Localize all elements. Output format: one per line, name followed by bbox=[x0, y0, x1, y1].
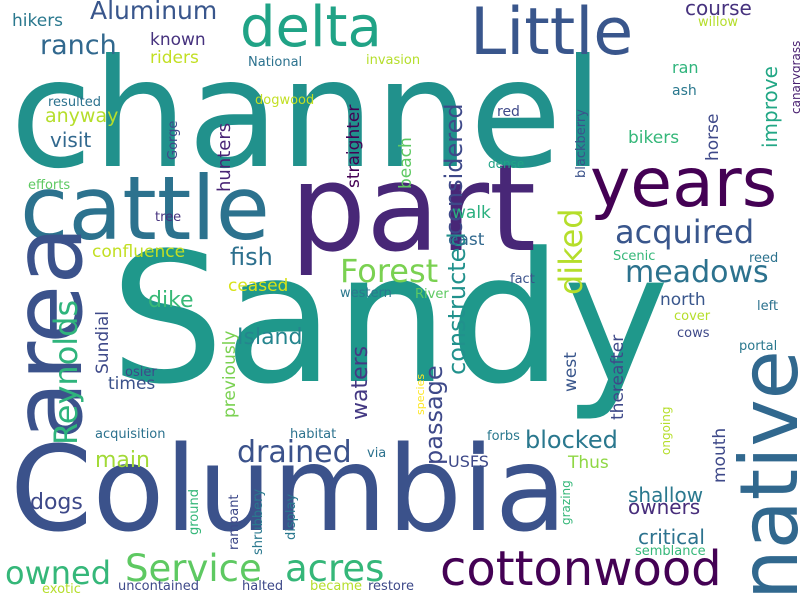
cloud-word: Columbia bbox=[10, 420, 568, 558]
cloud-word: exotic bbox=[42, 582, 81, 597]
cloud-word: thereafter bbox=[608, 334, 628, 420]
cloud-word: USFS bbox=[448, 452, 489, 471]
cloud-word: Little bbox=[470, 0, 634, 70]
cloud-word: owners bbox=[628, 495, 701, 519]
cloud-word: years bbox=[590, 144, 778, 223]
cloud-word: horse bbox=[703, 113, 723, 161]
cloud-word: efforts bbox=[28, 178, 71, 193]
cloud-word: beach bbox=[396, 137, 416, 189]
cloud-word: delta bbox=[240, 0, 382, 60]
cloud-word: habitat bbox=[290, 427, 337, 442]
cloud-word: straighter bbox=[344, 104, 364, 188]
cloud-word: visit bbox=[50, 128, 92, 152]
cloud-word: resulted bbox=[48, 95, 102, 110]
cloud-word: diked bbox=[552, 208, 590, 295]
cloud-word: left bbox=[757, 299, 779, 314]
cloud-word: blackberry bbox=[574, 109, 589, 178]
cloud-word: red bbox=[497, 104, 520, 120]
cloud-word: previously bbox=[220, 330, 240, 418]
cloud-word: Service bbox=[125, 547, 262, 590]
cloud-word: dense bbox=[488, 157, 525, 171]
cloud-word: Gorge bbox=[166, 120, 181, 160]
cloud-word: anyway bbox=[45, 105, 119, 127]
cloud-word: canarygrass bbox=[789, 40, 800, 114]
cloud-word: species bbox=[414, 373, 427, 415]
cloud-word: hikers bbox=[12, 11, 64, 31]
cloud-word: critical bbox=[638, 525, 705, 549]
cloud-word: tree bbox=[155, 210, 182, 225]
cloud-word: confluence bbox=[92, 242, 186, 262]
cloud-word: dike bbox=[148, 288, 194, 313]
cloud-word: ran bbox=[672, 58, 699, 77]
cloud-word: blocked bbox=[525, 426, 618, 454]
cloud-word: drained bbox=[237, 435, 352, 470]
cloud-word: restore bbox=[368, 579, 414, 594]
cloud-word: via bbox=[367, 446, 387, 461]
cloud-word: became bbox=[310, 579, 363, 594]
cloud-word: acres bbox=[285, 547, 385, 590]
cloud-word: ongoing bbox=[659, 406, 673, 455]
cloud-word: cottonwood bbox=[440, 541, 722, 597]
cloud-word: main bbox=[95, 448, 150, 473]
cloud-word: uncontained bbox=[118, 579, 199, 594]
cloud-word: shrubbery bbox=[251, 488, 266, 555]
cloud-word: cows bbox=[677, 326, 710, 341]
cloud-word: cattle bbox=[20, 157, 270, 260]
cloud-word: Thus bbox=[568, 453, 609, 473]
cloud-word: western bbox=[340, 286, 392, 301]
cloud-word: acquired bbox=[615, 213, 755, 251]
cloud-word: part bbox=[290, 140, 537, 279]
cloud-word: native bbox=[723, 350, 800, 600]
cloud-word: forbs bbox=[487, 429, 520, 444]
cloud-word: invasion bbox=[366, 53, 421, 68]
cloud-word: fact bbox=[510, 272, 535, 287]
cloud-word: meadows bbox=[625, 255, 769, 290]
cloud-word: known bbox=[150, 30, 206, 50]
cloud-word: times bbox=[108, 374, 156, 394]
cloud-word: west bbox=[561, 352, 581, 392]
cloud-word: cover bbox=[674, 309, 711, 324]
cloud-word: owned bbox=[5, 554, 112, 592]
cloud-word: reed bbox=[749, 251, 779, 266]
cloud-word: Scenic bbox=[613, 249, 656, 264]
cloud-word: ceased bbox=[228, 276, 289, 296]
cloud-word: channel bbox=[10, 28, 604, 202]
cloud-word: display bbox=[284, 493, 299, 540]
cloud-word: Island bbox=[237, 325, 303, 350]
cloud-word: Aluminum bbox=[90, 0, 218, 25]
cloud-word: willow bbox=[698, 15, 739, 30]
cloud-word: grazing bbox=[559, 480, 573, 525]
cloud-word: Sandy bbox=[110, 215, 670, 424]
cloud-word: course bbox=[685, 0, 752, 20]
cloud-word: osier bbox=[125, 365, 157, 380]
cloud-word: Forest bbox=[340, 252, 439, 290]
cloud-word: hunters bbox=[214, 122, 235, 192]
cloud-word: walk bbox=[452, 203, 491, 223]
cloud-word: Sundial bbox=[93, 311, 113, 374]
cloud-word: shallow bbox=[628, 483, 704, 507]
cloud-word: semblance bbox=[635, 544, 706, 559]
cloud-word: improve bbox=[758, 66, 782, 148]
cloud-word: waters bbox=[348, 345, 373, 420]
cloud-word: mouth bbox=[710, 427, 730, 483]
cloud-word: River bbox=[415, 287, 449, 302]
cloud-word: ground bbox=[187, 489, 202, 535]
cloud-word: halted bbox=[242, 579, 284, 594]
cloud-word: Reynolds bbox=[47, 299, 85, 445]
cloud-word: east bbox=[448, 230, 485, 250]
cloud-word: dogs bbox=[30, 490, 83, 515]
cloud-word: National bbox=[248, 55, 303, 70]
cloud-word: ash bbox=[672, 83, 697, 99]
cloud-word: portal bbox=[739, 339, 778, 354]
cloud-word: ranch bbox=[40, 30, 117, 61]
cloud-word: rampant bbox=[227, 494, 242, 550]
cloud-word: acquisition bbox=[95, 427, 166, 442]
cloud-word: fish bbox=[230, 243, 273, 271]
cloud-word: constructed bbox=[443, 232, 471, 375]
cloud-word: bikers bbox=[628, 128, 680, 148]
cloud-word: north bbox=[660, 290, 706, 310]
cloud-word: dogwood bbox=[255, 93, 315, 108]
cloud-word: riders bbox=[150, 48, 199, 68]
